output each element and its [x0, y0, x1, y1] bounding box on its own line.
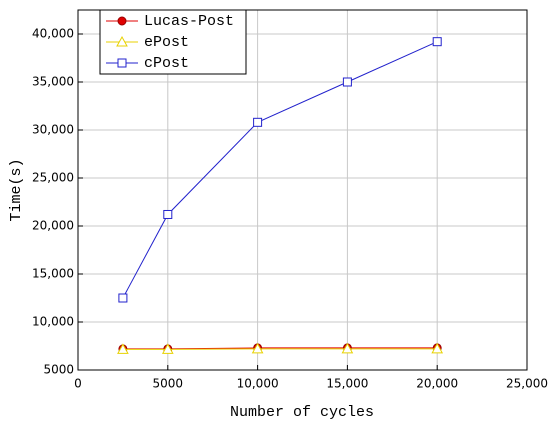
plot-frame — [77, 9, 528, 371]
x-tick-label: 0 — [74, 377, 82, 391]
legend-label: ePost — [144, 34, 189, 51]
marker — [341, 342, 354, 354]
marker — [118, 293, 128, 303]
y-tick-label: 40,000 — [32, 27, 74, 41]
legend-marker — [117, 58, 127, 68]
x-tick-label: 15,000 — [326, 377, 368, 391]
marker — [251, 342, 264, 354]
legend-marker — [117, 16, 127, 26]
marker — [117, 343, 129, 354]
marker — [253, 117, 263, 127]
x-tick-label: 10,000 — [237, 377, 279, 391]
marker — [431, 342, 444, 354]
legend-label: cPost — [144, 55, 189, 72]
x-tick-label: 5000 — [153, 377, 184, 391]
y-tick-label: 30,000 — [32, 123, 74, 137]
legend-label: Lucas-Post — [144, 13, 234, 30]
legend-marker — [116, 35, 128, 47]
y-tick-label: 20,000 — [32, 219, 74, 233]
y-tick-label: 5000 — [43, 363, 74, 377]
x-axis-title: Number of cycles — [230, 404, 374, 421]
marker — [163, 209, 173, 219]
marker — [342, 77, 352, 87]
series-line — [122, 41, 438, 299]
y-tick-label: 35,000 — [32, 75, 74, 89]
y-tick-label: 10,000 — [32, 315, 74, 329]
y-tick-label: 25,000 — [32, 171, 74, 185]
marker — [432, 37, 442, 47]
x-tick-label: 20,000 — [416, 377, 458, 391]
y-tick-label: 15,000 — [32, 267, 74, 281]
x-tick-label: 25,000 — [506, 377, 548, 391]
y-axis-title: Time(s) — [8, 158, 25, 221]
marker — [161, 343, 174, 354]
